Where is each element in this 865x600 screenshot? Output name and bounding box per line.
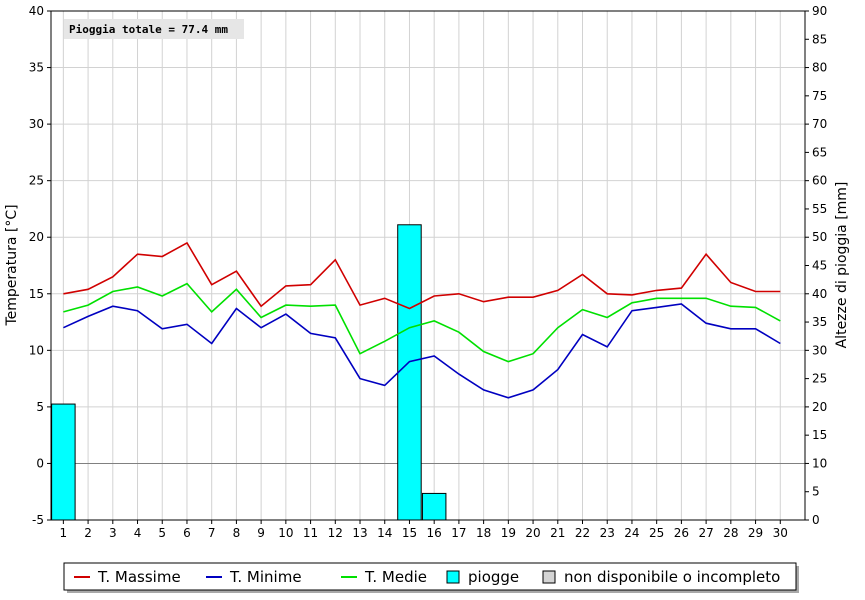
legend-label-t-minime: T. Minime xyxy=(229,568,302,586)
x-tick-label: 11 xyxy=(303,526,318,540)
x-tick-label: 29 xyxy=(748,526,763,540)
y-left-tick-label: 5 xyxy=(36,400,44,414)
series-line-t-medie xyxy=(63,282,781,363)
x-tick-label: 26 xyxy=(674,526,689,540)
series-line-t-minime xyxy=(63,303,781,399)
rain-bar-day-16 xyxy=(421,492,447,521)
y-right-tick-label: 5 xyxy=(812,485,820,499)
x-tick-label: 30 xyxy=(773,526,788,540)
y-left-tick-label: 15 xyxy=(29,287,44,301)
x-tick-label: 9 xyxy=(257,526,265,540)
y-right-tick-label: 45 xyxy=(812,259,827,273)
series-line-t-massime xyxy=(63,241,781,310)
legend: T. Massime T. Minime T. Medie piogge non dis… xyxy=(63,562,799,593)
y-right-tick-label: 85 xyxy=(812,32,827,46)
legend-label-t-medie: T. Medie xyxy=(364,568,427,586)
x-tick-label: 6 xyxy=(183,526,191,540)
x-tick-label: 27 xyxy=(698,526,713,540)
x-tick-label: 7 xyxy=(208,526,216,540)
y-left-tick-label: 25 xyxy=(29,174,44,188)
y-right-tick-label: 80 xyxy=(812,61,827,75)
x-tick-label: 24 xyxy=(624,526,639,540)
legend-swatch-non-disponibile-o-incompleto xyxy=(542,570,556,584)
y-right-axis-title: Altezze di pioggia [mm] xyxy=(834,182,850,349)
y-left-tick-label: -5 xyxy=(32,513,44,527)
y-right-tick-label: 55 xyxy=(812,202,827,216)
y-left-tick-label: 35 xyxy=(29,61,44,75)
x-tick-label: 8 xyxy=(233,526,241,540)
y-right-tick-label: 10 xyxy=(812,456,827,470)
total-rain-text: Pioggia totale = 77.4 mm xyxy=(69,23,228,36)
x-tick-label: 10 xyxy=(278,526,293,540)
y-right-tick-label: 60 xyxy=(812,174,827,188)
axis-ticks: -505101520253035400510152025303540455055… xyxy=(29,4,828,540)
x-tick-label: 2 xyxy=(84,526,92,540)
y-right-tick-label: 90 xyxy=(812,4,827,18)
x-tick-label: 15 xyxy=(402,526,417,540)
y-right-tick-label: 50 xyxy=(812,230,827,244)
y-left-tick-label: 40 xyxy=(29,4,44,18)
y-left-axis-title: Temperatura [°C] xyxy=(4,204,20,326)
y-right-tick-label: 30 xyxy=(812,343,827,357)
y-right-tick-label: 65 xyxy=(812,145,827,159)
y-right-tick-label: 75 xyxy=(812,89,827,103)
plot-area xyxy=(51,11,805,520)
x-tick-label: 28 xyxy=(723,526,738,540)
x-tick-label: 25 xyxy=(649,526,664,540)
y-right-tick-label: 40 xyxy=(812,287,827,301)
x-tick-label: 19 xyxy=(501,526,516,540)
x-tick-label: 18 xyxy=(476,526,491,540)
x-tick-label: 5 xyxy=(158,526,166,540)
y-right-tick-label: 35 xyxy=(812,315,827,329)
y-left-tick-label: 0 xyxy=(36,456,44,470)
rain-bar-day-15 xyxy=(397,224,422,521)
legend-swatch-piogge xyxy=(446,570,460,584)
y-left-tick-label: 20 xyxy=(29,230,44,244)
total-rain-annotation: Pioggia totale = 77.4 mm xyxy=(64,19,244,39)
y-right-tick-label: 20 xyxy=(812,400,827,414)
x-tick-label: 21 xyxy=(550,526,565,540)
y-left-tick-label: 30 xyxy=(29,117,44,131)
x-tick-label: 1 xyxy=(60,526,68,540)
y-right-tick-label: 70 xyxy=(812,117,827,131)
x-tick-label: 14 xyxy=(377,526,392,540)
x-tick-label: 16 xyxy=(427,526,442,540)
legend-label-piogge: piogge xyxy=(468,568,519,586)
x-tick-label: 20 xyxy=(525,526,540,540)
x-tick-label: 22 xyxy=(575,526,590,540)
x-tick-label: 3 xyxy=(109,526,117,540)
x-tick-label: 23 xyxy=(600,526,615,540)
y-right-tick-label: 25 xyxy=(812,372,827,386)
temperature-lines xyxy=(63,241,781,399)
x-tick-label: 13 xyxy=(352,526,367,540)
x-tick-label: 4 xyxy=(134,526,142,540)
y-right-tick-label: 15 xyxy=(812,428,827,442)
y-right-tick-label: 0 xyxy=(812,513,820,527)
x-tick-label: 17 xyxy=(451,526,466,540)
legend-label-non-disponibile-o-incompleto: non disponibile o incompleto xyxy=(564,568,780,586)
y-left-tick-label: 10 xyxy=(29,343,44,357)
rain-bar-day-1 xyxy=(51,403,76,521)
legend-label-t-massime: T. Massime xyxy=(97,568,181,586)
x-tick-label: 12 xyxy=(328,526,343,540)
